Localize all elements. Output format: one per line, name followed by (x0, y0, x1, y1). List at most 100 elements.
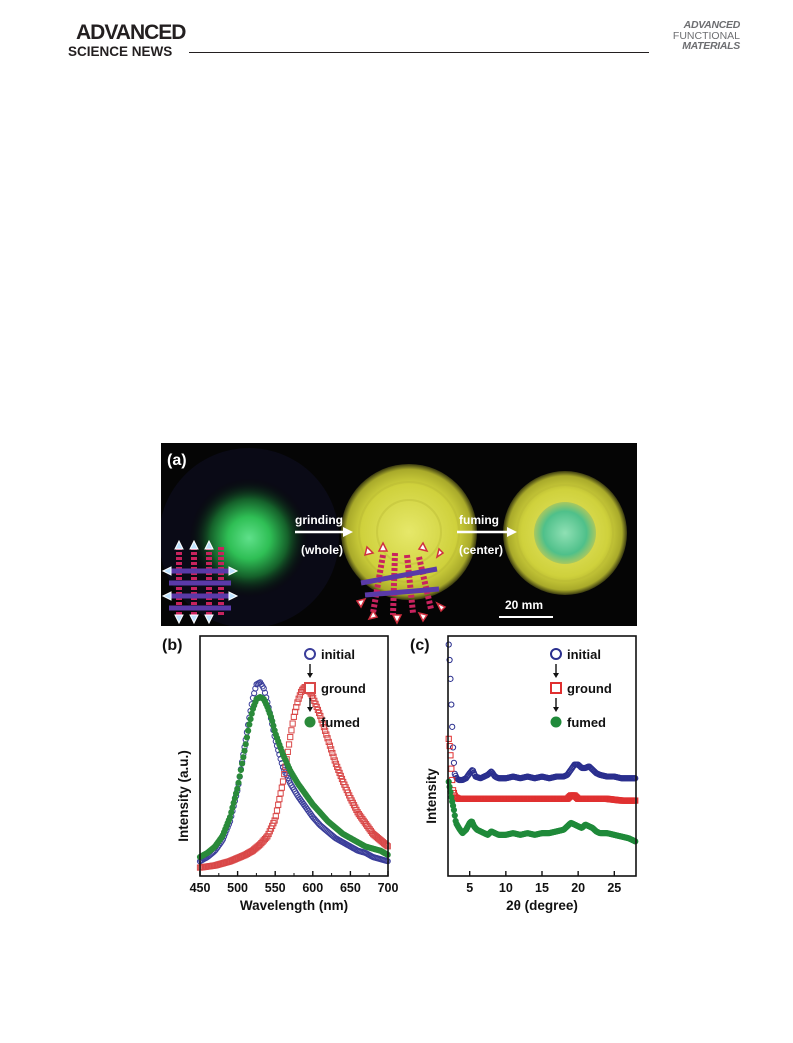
data-point-ground (272, 813, 279, 820)
plot-frame (447, 635, 637, 877)
legend-marker (304, 648, 316, 660)
x-tick-label: 450 (190, 881, 211, 895)
data-point-fumed (242, 741, 249, 748)
x-axis-label: Wavelength (nm) (240, 898, 348, 913)
legend-marker (304, 716, 316, 728)
x-tick-label: 5 (466, 881, 473, 895)
data-point-initial (252, 685, 259, 692)
arrow-head (553, 707, 559, 712)
series-fumed (445, 778, 639, 845)
data-point-ground (317, 712, 324, 720)
x-tick-label: 650 (340, 881, 361, 895)
data-point-initial (446, 656, 453, 664)
data-point-ground (285, 741, 293, 748)
legend-item-initial: initial (550, 647, 601, 662)
data-point-ground (448, 765, 455, 772)
data-point-fumed (245, 727, 252, 734)
data-point-ground (446, 742, 453, 750)
journal-header-right: ADVANCED FUNCTIONAL MATERIALS (650, 20, 740, 52)
data-point-fumed (234, 785, 241, 792)
x-tick-label: 25 (607, 881, 621, 895)
panel-label: (c) (410, 637, 430, 654)
data-point-ground (289, 720, 296, 727)
data-point-ground (290, 713, 297, 720)
x-axis-label: 2θ (degree) (506, 898, 578, 913)
panel-label: (b) (162, 637, 182, 654)
journal-logo-line3: MATERIALS (682, 40, 740, 52)
legend-label: fumed (321, 715, 360, 730)
data-point-initial (448, 701, 455, 708)
series-ground (445, 735, 639, 804)
panel-a-illustration: (a) grinding (whole) fuming (center) 20 … (161, 448, 627, 626)
data-point-fumed (236, 773, 243, 780)
chart-c-xrd: (c) 5 10 15 20 25 2θ (degree) Intensity initial g… (410, 635, 639, 913)
legend-marker (550, 682, 562, 694)
x-tick-label: 700 (378, 881, 399, 895)
legend-item-initial: initial (304, 647, 355, 662)
series-initial (445, 641, 639, 784)
step-grinding-label: grinding (295, 513, 343, 527)
data-point-ground (284, 748, 291, 755)
data-point-initial (450, 759, 458, 766)
journal-logo-line1: ADVANCED (683, 19, 741, 31)
ordered-stack-icon (161, 539, 239, 625)
order-arrow-icon (553, 698, 559, 712)
data-point-initial (260, 685, 267, 692)
data-point-ground (277, 790, 284, 797)
legend-label: initial (321, 647, 355, 662)
series-fumed (196, 693, 391, 861)
x-tick-label: 20 (571, 881, 585, 895)
arrow-fuming-icon (457, 527, 517, 537)
legend-marker (550, 648, 562, 660)
x-tick-label: 600 (302, 881, 323, 895)
legend-marker (550, 716, 562, 728)
y-axis-label: Intensity (424, 768, 439, 824)
data-point-ground (329, 749, 336, 757)
data-point-initial (449, 744, 457, 751)
disordered-stack-icon (355, 541, 447, 625)
journal-header-left: ADVANCED SCIENCE NEWS (68, 22, 186, 59)
header-rule (189, 52, 649, 53)
arrow-head (307, 673, 313, 678)
data-point-ground (325, 738, 332, 746)
series-ground (196, 684, 391, 871)
data-point-ground (295, 695, 302, 702)
step-fuming-label: fuming (459, 513, 499, 527)
panel-a-photo: (a) grinding (whole) fuming (center) 20 … (161, 443, 637, 626)
legend-label: ground (321, 681, 366, 696)
data-point-fumed (235, 779, 242, 786)
arrow-head (307, 707, 313, 712)
data-point-ground (294, 699, 301, 706)
data-point-fumed (246, 721, 253, 728)
data-point-ground (331, 757, 338, 764)
data-point-ground (326, 742, 334, 749)
legend-label: fumed (567, 715, 606, 730)
order-arrow-icon (307, 698, 313, 712)
chart-b-pl-spectra: (b) 450 500 550 600 650 700 Wavelength (nm) Inte… (162, 635, 399, 913)
step-grinding-note: (whole) (301, 543, 343, 557)
legend-item-fumed: fumed (304, 715, 360, 730)
arrow-grinding-icon (295, 527, 353, 537)
journal-name-science-news: SCIENCE NEWS (68, 44, 173, 59)
data-point-fumed (241, 747, 248, 754)
data-point-ground (276, 796, 283, 803)
data-point-ground (324, 735, 331, 742)
legend-label: ground (567, 681, 612, 696)
fumed-center (534, 502, 596, 564)
y-axis-label: Intensity (a.u.) (176, 750, 191, 842)
data-point-ground (287, 733, 294, 741)
legend-item-fumed: fumed (550, 715, 606, 730)
legend-item-ground: ground (550, 681, 612, 696)
data-point-ground (275, 801, 282, 808)
step-fuming-note: (center) (459, 543, 503, 557)
data-point-ground (288, 727, 295, 734)
data-point-ground (322, 727, 329, 734)
data-point-ground (318, 716, 325, 723)
data-point-ground (273, 807, 281, 814)
data-point-ground (281, 771, 288, 778)
data-point-fumed (450, 806, 458, 814)
data-point-ground (279, 778, 287, 785)
data-point-fumed (451, 812, 458, 819)
arrow-head (553, 673, 559, 678)
data-point-fumed (240, 754, 247, 761)
